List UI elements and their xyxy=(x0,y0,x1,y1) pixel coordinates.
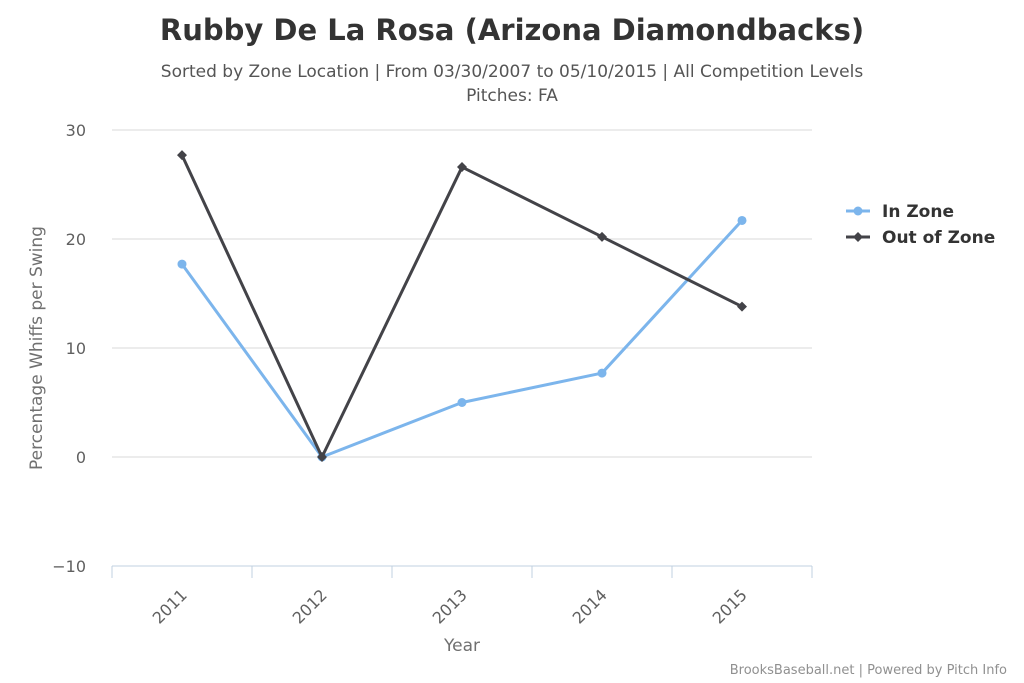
data-point[interactable] xyxy=(317,452,327,462)
data-point[interactable] xyxy=(597,368,607,378)
y-tick-label: 20 xyxy=(66,230,86,249)
y-axis-ticks: −10 0 10 20 30 xyxy=(52,121,86,576)
x-tick-label: 2013 xyxy=(429,585,471,627)
legend-item[interactable]: Out of Zone xyxy=(846,228,995,248)
y-tick-label: −10 xyxy=(52,557,86,576)
data-point[interactable] xyxy=(737,301,747,312)
y-tick-label: 30 xyxy=(66,121,86,140)
x-tick-label: 2012 xyxy=(289,585,331,627)
data-point[interactable] xyxy=(597,231,607,242)
series-line xyxy=(180,153,744,459)
legend: In Zone Out of Zone xyxy=(846,202,995,248)
plot-series xyxy=(177,150,747,462)
x-tick-label: 2015 xyxy=(709,585,751,627)
legend-item[interactable]: In Zone xyxy=(846,202,954,222)
data-point[interactable] xyxy=(177,259,187,269)
y-tick-label: 10 xyxy=(66,339,86,358)
data-point[interactable] xyxy=(457,398,467,407)
grid-lines xyxy=(112,129,812,458)
y-tick-label: 0 xyxy=(76,448,86,467)
data-point[interactable] xyxy=(737,215,747,225)
legend-marker xyxy=(853,206,863,216)
x-tick-label: 2014 xyxy=(569,585,611,627)
legend-label: In Zone xyxy=(882,202,954,222)
y-axis-label: Percentage Whiffs per Swing xyxy=(27,226,47,470)
chart-subtitle-pitches: Pitches: FA xyxy=(466,86,558,106)
x-axis-label: Year xyxy=(443,636,480,656)
chart-title: Rubby De La Rosa (Arizona Diamondbacks) xyxy=(160,13,864,47)
data-point[interactable] xyxy=(457,162,467,173)
legend-label: Out of Zone xyxy=(882,228,995,248)
x-axis: 2011 2012 2013 2014 2015 xyxy=(111,565,813,628)
chart-subtitle: Sorted by Zone Location | From 03/30/200… xyxy=(161,62,864,82)
legend-marker xyxy=(853,232,863,242)
data-point[interactable] xyxy=(177,150,187,161)
x-tick-label: 2011 xyxy=(149,585,191,627)
credit-text[interactable]: BrooksBaseball.net | Powered by Pitch In… xyxy=(730,663,1007,678)
